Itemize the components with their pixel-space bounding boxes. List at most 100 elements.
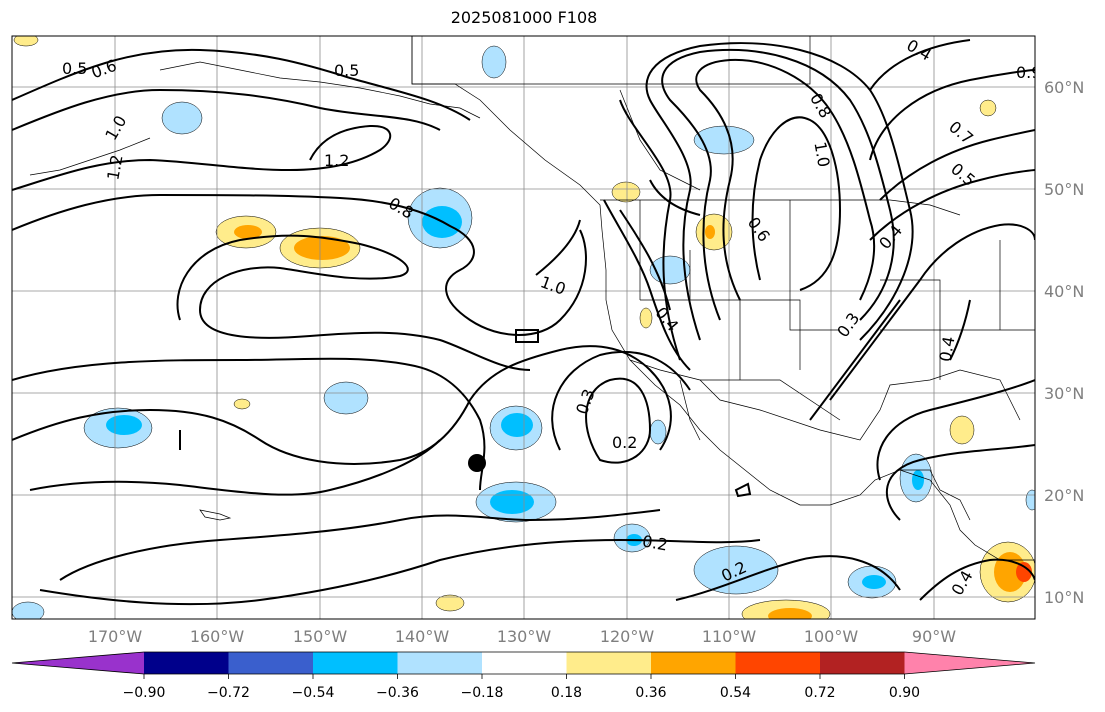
gulf-coast [629, 359, 1021, 441]
colorbar-segment [228, 652, 313, 674]
lon-label: 110°W [702, 627, 757, 646]
contour-label: 0.2 [641, 531, 669, 554]
colorbar-segment [144, 652, 229, 674]
colorbar-ticks [143, 674, 905, 679]
colorbar-tick-label: 0.90 [889, 685, 920, 701]
coastlines [29, 36, 1035, 561]
positive-anomaly-patch [611, 181, 641, 203]
contour-line [649, 179, 701, 216]
lat-label: 30°N [1044, 384, 1084, 403]
contour-line [919, 558, 1035, 601]
chart-title: 2025081000 F108 [450, 8, 598, 27]
baja-california [679, 379, 701, 441]
state-borders [639, 200, 1035, 421]
colorbar-tick-label: 0.18 [551, 685, 582, 701]
negative-anomaly-patch [693, 545, 779, 595]
contour-line [661, 49, 895, 321]
colorbar-extend-left [12, 652, 144, 674]
contour-line [603, 199, 691, 371]
positive-anomaly-core [768, 608, 812, 619]
positive-anomaly-core [294, 236, 350, 260]
contour-line [829, 223, 1035, 401]
colorbar-tick-label: −0.90 [123, 685, 166, 701]
positive-anomaly-patch [949, 415, 975, 445]
colorbar-segment [735, 652, 820, 674]
contour-line [619, 99, 681, 361]
contour-line [29, 439, 441, 496]
contour-line [869, 39, 971, 91]
pacific-coastline [411, 36, 1035, 561]
positive-anomaly-core [234, 225, 262, 239]
contour-line [39, 538, 761, 606]
negative-anomaly-patch [649, 419, 667, 445]
negative-anomaly-patch [481, 45, 507, 79]
contour-line [869, 69, 1035, 161]
contour-line [12, 193, 587, 336]
positive-anomaly-patch [13, 36, 39, 47]
lon-label: 120°W [600, 627, 655, 646]
lon-label: 150°W [293, 627, 348, 646]
contour-line [645, 42, 914, 341]
colorbar-tick-label: −0.36 [376, 685, 419, 701]
lon-label: 90°W [912, 627, 956, 646]
colorbar-tick-label: −0.18 [461, 685, 504, 701]
contour-line [12, 357, 486, 491]
longitude-labels: 170°W 160°W 150°W 140°W 130°W 120°W 110°… [88, 627, 956, 646]
latitude-labels: 60°N 50°N 40°N 30°N 20°N 10°N [1044, 78, 1084, 607]
colorbar-segment [566, 652, 651, 674]
contour-lines [12, 39, 1035, 606]
colorbar-extend-right [904, 652, 1035, 674]
lon-label: 130°W [497, 627, 552, 646]
contour-line [879, 129, 1035, 201]
negative-anomaly-core [912, 470, 924, 490]
contour-line [551, 350, 691, 451]
positive-anomaly-max [1016, 562, 1032, 582]
colorbar-tick-label: −0.72 [207, 685, 250, 701]
graticule [12, 36, 1035, 619]
contour-label: 1.2 [103, 153, 126, 181]
contour-line-closed [585, 377, 652, 464]
contour-label: 0.9 [1016, 63, 1041, 82]
yucatan-cuba [900, 469, 971, 521]
lat-label: 20°N [1044, 486, 1084, 505]
positive-anomaly-patch [639, 307, 653, 329]
lon-label: 100°W [804, 627, 859, 646]
contour-line [12, 124, 392, 191]
colorbar-segment [651, 652, 736, 674]
contour-line [809, 299, 901, 421]
negative-anomaly-core [501, 413, 533, 437]
contour-line [876, 379, 1035, 481]
contour-line [12, 48, 471, 121]
map-frame [11, 35, 1036, 620]
contour-label: 1.0 [810, 140, 833, 168]
colorbar-tick-label: 0.36 [635, 685, 666, 701]
contour-line [675, 555, 901, 601]
contour-line [751, 116, 842, 291]
contour-label: 1.2 [324, 151, 349, 170]
colorbar-tick-label: −0.54 [292, 685, 335, 701]
colorbar-segment [820, 652, 905, 674]
contour-line [869, 169, 1035, 241]
contour-line [885, 444, 1035, 521]
contour-line [59, 509, 661, 581]
negative-anomaly-patch [12, 601, 45, 619]
contour-line-closed [734, 482, 752, 498]
colorbar-tick-label: 0.72 [804, 685, 835, 701]
colorbar-segment [313, 652, 398, 674]
contour-label: 0.5 [62, 59, 87, 78]
negative-anomaly-core [106, 415, 142, 435]
contour-label: 0.5 [334, 61, 359, 80]
negative-anomaly-patch [323, 381, 369, 415]
negative-anomaly-core [862, 575, 886, 589]
us-canada-border [600, 199, 961, 216]
positive-anomaly-patch [233, 398, 251, 410]
contour-label: 0.4 [935, 335, 958, 363]
contour-line [535, 219, 581, 276]
colorbar-tick-label: 0.54 [720, 685, 751, 701]
negative-anomaly-patch [161, 101, 203, 135]
canada-interior [619, 89, 701, 191]
colorbar-segment [482, 652, 567, 674]
aleutian-islands [29, 137, 151, 176]
lat-label: 10°N [1044, 588, 1084, 607]
